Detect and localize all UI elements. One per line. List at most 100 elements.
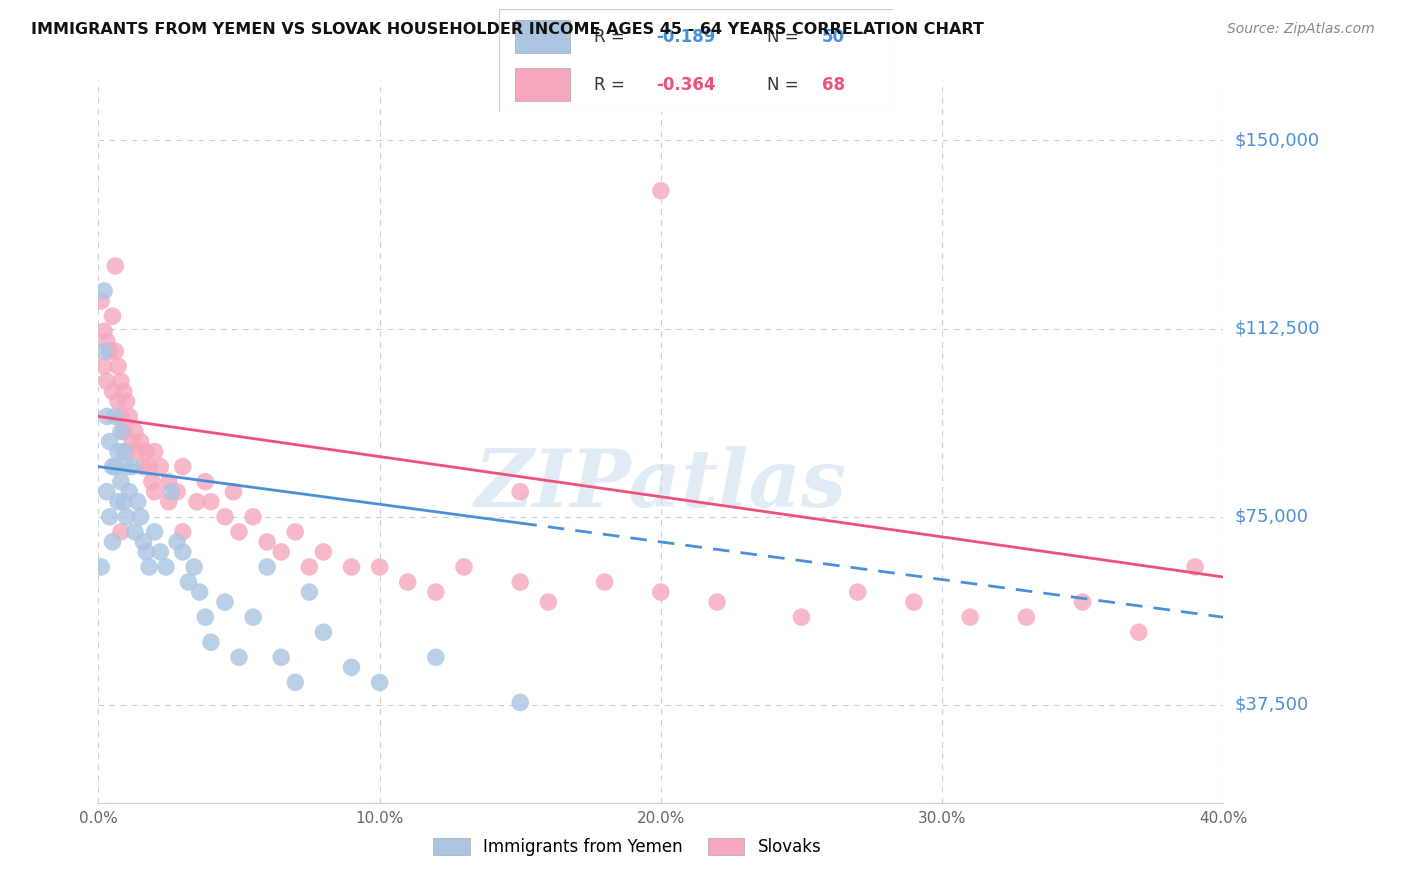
Point (129, 434, 152, 449)
Point (298, 560, 321, 574)
Point (593, 574, 616, 589)
Point (101, 309, 124, 323)
Point (104, 344, 127, 359)
Point (96, 409, 118, 424)
Point (368, 560, 391, 574)
Point (186, 494, 208, 508)
Text: -0.364: -0.364 (657, 76, 716, 94)
Point (112, 384, 135, 399)
Point (228, 524, 250, 539)
Point (141, 475, 163, 489)
Text: -0.189: -0.189 (657, 28, 716, 45)
Point (172, 524, 194, 539)
Text: R =: R = (593, 76, 630, 94)
Point (132, 534, 155, 549)
Point (1128, 625, 1150, 640)
Point (214, 595, 236, 609)
Point (242, 610, 264, 624)
Point (96, 374, 118, 388)
Text: $75,000: $75,000 (1234, 508, 1309, 525)
Point (98, 344, 121, 359)
Point (509, 696, 531, 710)
Point (93, 324, 115, 338)
Point (177, 574, 200, 589)
Point (284, 524, 307, 539)
Text: 68: 68 (823, 76, 845, 94)
Point (509, 574, 531, 589)
Point (107, 359, 129, 374)
FancyBboxPatch shape (499, 9, 893, 112)
Point (115, 459, 138, 474)
Text: N =: N = (766, 76, 804, 94)
Point (650, 184, 672, 198)
Point (706, 595, 728, 609)
Point (903, 595, 925, 609)
Point (143, 444, 166, 458)
Point (110, 475, 132, 489)
Point (104, 259, 127, 273)
Point (312, 625, 335, 640)
Point (101, 459, 124, 474)
Point (959, 610, 981, 624)
Text: Source: ZipAtlas.com: Source: ZipAtlas.com (1227, 22, 1375, 37)
Text: ZIPatlas: ZIPatlas (475, 446, 846, 524)
Point (214, 509, 236, 524)
Point (200, 494, 222, 508)
Text: $150,000: $150,000 (1234, 131, 1319, 150)
Point (172, 459, 194, 474)
Point (188, 585, 211, 599)
Point (172, 545, 194, 559)
Point (149, 545, 172, 559)
Point (110, 524, 132, 539)
Point (166, 484, 188, 499)
Point (790, 610, 813, 624)
Point (1071, 595, 1094, 609)
Point (200, 635, 222, 649)
Point (124, 524, 146, 539)
Text: $37,500: $37,500 (1234, 696, 1309, 714)
Point (509, 484, 531, 499)
Point (121, 459, 143, 474)
Point (453, 560, 475, 574)
Point (222, 484, 245, 499)
Point (138, 459, 160, 474)
Point (228, 650, 250, 665)
Text: N =: N = (766, 28, 804, 45)
Point (90, 293, 112, 308)
Point (155, 560, 177, 574)
Point (101, 534, 124, 549)
Point (312, 545, 335, 559)
Point (115, 444, 138, 458)
Point (101, 384, 124, 399)
Point (118, 484, 141, 499)
Text: 50: 50 (823, 28, 845, 45)
Point (104, 409, 127, 424)
FancyBboxPatch shape (515, 69, 569, 101)
Text: $112,500: $112,500 (1234, 319, 1320, 338)
Point (846, 585, 869, 599)
Point (368, 675, 391, 690)
Point (149, 459, 172, 474)
Point (107, 444, 129, 458)
Point (138, 560, 160, 574)
Point (284, 675, 307, 690)
Point (98, 509, 121, 524)
Point (270, 650, 292, 665)
Point (112, 425, 135, 439)
Point (650, 585, 672, 599)
Point (157, 475, 180, 489)
Point (183, 560, 205, 574)
Point (93, 359, 115, 374)
Legend: Immigrants from Yemen, Slovaks: Immigrants from Yemen, Slovaks (426, 831, 828, 863)
Text: IMMIGRANTS FROM YEMEN VS SLOVAK HOUSEHOLDER INCOME AGES 45 - 64 YEARS CORRELATIO: IMMIGRANTS FROM YEMEN VS SLOVAK HOUSEHOL… (31, 22, 984, 37)
Point (110, 425, 132, 439)
Point (242, 509, 264, 524)
Point (1015, 610, 1038, 624)
Point (425, 585, 447, 599)
Point (135, 545, 157, 559)
Point (143, 524, 166, 539)
Point (396, 574, 419, 589)
Point (537, 595, 560, 609)
Point (194, 475, 217, 489)
Point (90, 560, 112, 574)
